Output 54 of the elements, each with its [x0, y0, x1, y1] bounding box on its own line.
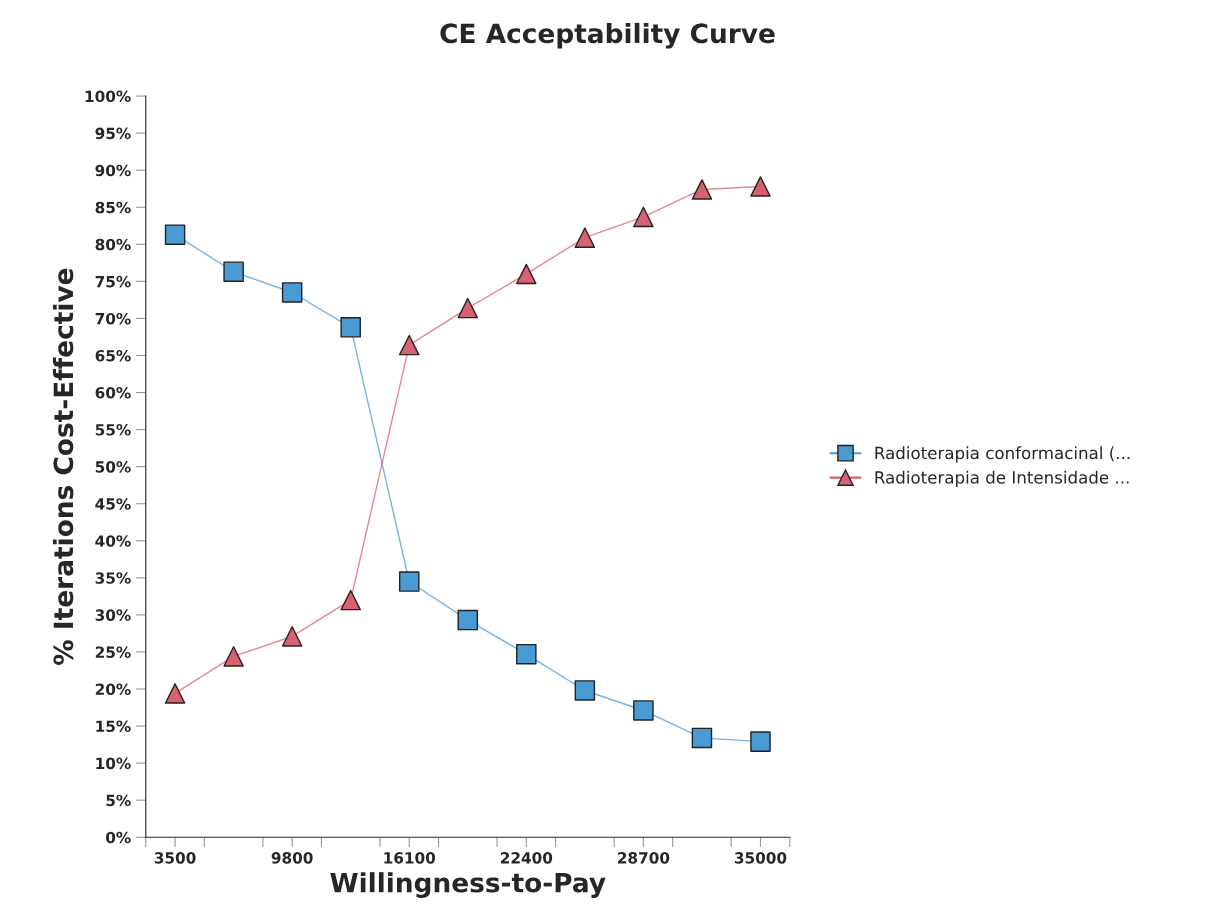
point [457, 609, 479, 631]
point [164, 224, 186, 245]
point [516, 263, 537, 285]
point [223, 261, 244, 282]
point [691, 179, 713, 200]
y-tick-label: 95% [95, 127, 131, 140]
y-tick-label: 35% [95, 572, 131, 584]
point [281, 282, 303, 303]
point [398, 571, 420, 592]
x-tick-label: 35000 [734, 852, 787, 864]
y-tick-label: 40% [95, 535, 131, 547]
point [340, 589, 361, 611]
point [574, 227, 596, 248]
point [691, 727, 713, 749]
y-tick-label: 45% [95, 498, 131, 510]
y-tick-label: 55% [95, 424, 131, 436]
y-tick-label: 50% [95, 461, 131, 473]
y-tick-label: 25% [95, 646, 131, 658]
x-tick-label: 16100 [384, 852, 436, 864]
point [750, 176, 771, 197]
y-tick-label: 75% [95, 275, 131, 288]
point [750, 731, 771, 752]
point [633, 206, 654, 228]
y-tick-label: 65% [95, 349, 131, 362]
point [574, 680, 596, 701]
y-tick-label: 20% [95, 683, 131, 696]
legend-label: Radioterapia de Intensidade ... [875, 470, 1129, 487]
x-tick-label: 28700 [618, 852, 670, 864]
x-tick-label: 3500 [154, 852, 196, 864]
x-axis-title: Willingness-to-Pay [330, 872, 606, 898]
y-tick-label: 0% [106, 831, 131, 844]
y-tick-label: 30% [95, 609, 131, 621]
point [340, 317, 361, 338]
x-tick-label: 22400 [500, 852, 553, 864]
point [281, 626, 303, 647]
chart-title: CE Acceptability Curve [440, 22, 775, 49]
point [398, 334, 420, 356]
point [633, 700, 654, 721]
y-tick-label: 80% [95, 238, 131, 251]
point [457, 297, 479, 319]
y-tick-label: 70% [95, 312, 131, 325]
y-tick-label: 5% [106, 794, 131, 807]
y-tick-label: 10% [96, 757, 131, 770]
point [223, 646, 244, 667]
y-axis-title: % Iterations Cost-Effective [52, 268, 74, 665]
point [516, 643, 537, 665]
legend-label: Radioterapia conformacinal (... [875, 446, 1130, 463]
y-tick-label: 60% [95, 387, 131, 399]
y-tick-label: 85% [95, 201, 131, 214]
x-tick-label: 9800 [271, 852, 313, 864]
y-tick-label: 15% [96, 720, 131, 733]
y-tick-label: 90% [95, 164, 131, 177]
y-tick-label: 100% [85, 90, 131, 103]
point [164, 683, 186, 704]
